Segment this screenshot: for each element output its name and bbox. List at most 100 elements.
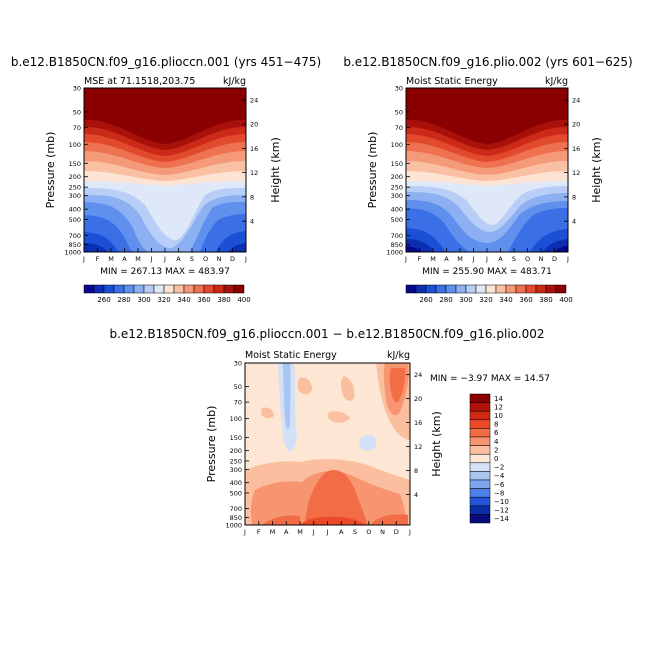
- month-tick-label: J: [82, 255, 85, 263]
- month-tick-label: D: [394, 528, 399, 536]
- colorbar-label: 340: [499, 296, 512, 304]
- panel-a: b.e12.B1850CN.f09_g16.plioccn.001 (yrs 4…: [11, 55, 321, 304]
- month-tick-label: A: [284, 528, 289, 536]
- colorbar-swatch: [469, 410, 491, 421]
- colorbar-swatch: [469, 445, 491, 455]
- colorbar-swatch: [469, 462, 491, 472]
- panel-b-height-ticks: 24 20 16 12 8 4: [564, 96, 580, 226]
- pressure-tick-label: 400: [69, 206, 81, 214]
- colorbar-label: 360: [197, 296, 210, 304]
- height-tick-label: 20: [572, 121, 580, 129]
- month-tick-label: A: [122, 255, 127, 263]
- panel-a-ylabel: Pressure (mb): [44, 132, 57, 209]
- height-tick-label: 8: [414, 467, 418, 475]
- pressure-tick-label: 100: [69, 141, 81, 149]
- panel-a-left-label: MSE at 71.1518,203.75: [84, 76, 195, 87]
- pressure-tick-label: 500: [230, 489, 242, 497]
- colorbar-swatch: [213, 284, 225, 294]
- colorbar-label: 300: [459, 296, 472, 304]
- pressure-tick-label: 300: [391, 192, 403, 200]
- colorbar-label: −8: [494, 489, 504, 497]
- colorbar-swatch: [515, 284, 527, 294]
- pressure-tick-label: 200: [230, 447, 242, 455]
- colorbar-label: 380: [217, 296, 230, 304]
- panel-a-title: b.e12.B1850CN.f09_g16.plioccn.001 (yrs 4…: [11, 55, 321, 69]
- height-tick-label: 12: [250, 169, 258, 177]
- pressure-tick-label: 100: [391, 141, 403, 149]
- colorbar-swatch: [203, 284, 215, 294]
- colorbar-swatch: [505, 284, 517, 294]
- month-tick-label: S: [512, 255, 516, 263]
- panel-c-units: kJ/kg: [387, 350, 410, 361]
- panel-b-ylabel: Pressure (mb): [366, 132, 379, 209]
- month-tick-label: J: [566, 255, 569, 263]
- colorbar-label: 260: [419, 296, 432, 304]
- pressure-tick-label: 700: [391, 232, 403, 240]
- panel-a-height-ticks: 24 20 16 12 8 4: [242, 96, 258, 226]
- colorbar-label: 300: [137, 296, 150, 304]
- pressure-tick-label: 850: [69, 241, 81, 249]
- month-tick-label: N: [539, 255, 544, 263]
- colorbar-label: 14: [494, 395, 503, 403]
- colorbar-label: −4: [494, 472, 505, 480]
- month-tick-label: J: [408, 528, 411, 536]
- height-tick-label: 4: [572, 218, 576, 226]
- month-tick-label: M: [430, 255, 436, 263]
- pressure-tick-label: 250: [69, 184, 81, 192]
- colorbar-swatch: [469, 419, 491, 429]
- colorbar-swatch: [143, 284, 155, 294]
- panel-c-left-label: Moist Static Energy: [245, 350, 337, 361]
- month-tick-label: D: [552, 255, 557, 263]
- month-tick-label: F: [418, 255, 422, 263]
- panel-c-contour-field: [245, 363, 410, 525]
- panel-a-contour-field: [84, 88, 246, 252]
- colorbar-swatch: [455, 284, 467, 294]
- month-tick-label: F: [96, 255, 100, 263]
- pressure-tick-label: 30: [234, 360, 242, 368]
- colorbar-swatch: [103, 284, 115, 294]
- pressure-tick-label: 150: [230, 434, 242, 442]
- colorbar-swatch: [163, 284, 175, 294]
- height-tick-label: 16: [250, 145, 258, 153]
- colorbar-swatch: [469, 453, 491, 464]
- pressure-tick-label: 500: [391, 216, 403, 224]
- month-tick-label: D: [230, 255, 235, 263]
- month-tick-label: J: [485, 255, 488, 263]
- pressure-tick-label: 850: [230, 514, 242, 522]
- colorbar-swatch: [469, 402, 491, 412]
- pressure-tick-label: 250: [391, 184, 403, 192]
- pressure-tick-label: 150: [69, 160, 81, 168]
- colorbar-swatch: [193, 284, 205, 294]
- month-tick-label: A: [498, 255, 503, 263]
- colorbar-swatch: [525, 284, 537, 294]
- colorbar-swatch: [113, 284, 125, 294]
- panel-c-ylabel-right: Height (km): [430, 411, 443, 477]
- month-tick-label: F: [257, 528, 261, 536]
- colorbar-label: 320: [479, 296, 492, 304]
- colorbar-swatch: [545, 284, 557, 294]
- colorbar-label: −12: [494, 507, 509, 515]
- month-tick-label: J: [243, 528, 246, 536]
- month-tick-label: J: [472, 255, 475, 263]
- height-tick-label: 24: [414, 371, 422, 379]
- colorbar-swatch: [475, 284, 487, 294]
- pressure-tick-label: 1000: [225, 522, 242, 530]
- pressure-tick-label: 700: [230, 505, 242, 513]
- height-tick-label: 20: [250, 121, 258, 129]
- pressure-tick-label: 30: [395, 85, 403, 93]
- month-tick-label: J: [326, 528, 329, 536]
- panel-b-contour-field: [406, 88, 568, 252]
- month-tick-label: M: [457, 255, 463, 263]
- panel-a-stats: MIN = 267.13 MAX = 483.97: [100, 267, 230, 277]
- panel-a-units: kJ/kg: [223, 76, 246, 87]
- colorbar-label: 360: [519, 296, 532, 304]
- pressure-tick-label: 1000: [386, 249, 403, 257]
- colorbar-swatch: [469, 471, 491, 481]
- colorbar-label: 4: [494, 438, 499, 446]
- colorbar-swatch: [469, 393, 491, 403]
- height-tick-label: 12: [572, 169, 580, 177]
